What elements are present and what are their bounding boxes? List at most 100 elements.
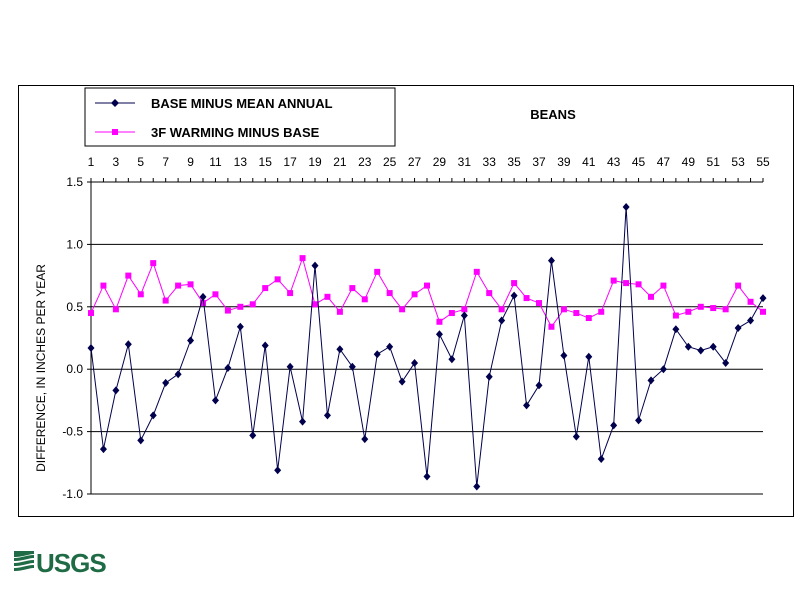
usgs-logo: USGS bbox=[12, 545, 108, 582]
data-point-base bbox=[473, 482, 481, 491]
data-point-base bbox=[684, 342, 692, 351]
data-point-base bbox=[211, 396, 219, 405]
data-point-base bbox=[597, 455, 605, 464]
chart-frame: -1.0 -0.5 0.0 0.5 1.0 1.5 1 3 5 7 9 11 13 15 17 19 21 23 2… bbox=[18, 85, 794, 517]
x-tick-label: 19 bbox=[308, 155, 322, 169]
data-point-warming bbox=[610, 277, 617, 284]
x-tick-label: 45 bbox=[632, 155, 646, 169]
data-point-base bbox=[622, 202, 630, 211]
data-point-warming bbox=[287, 290, 294, 297]
x-tick-label: 5 bbox=[137, 155, 144, 169]
data-point-warming bbox=[672, 312, 679, 319]
data-point-base bbox=[174, 370, 182, 379]
data-point-base bbox=[647, 376, 655, 385]
data-point-base bbox=[747, 316, 755, 325]
data-point-warming bbox=[274, 276, 281, 283]
x-tick-label: 29 bbox=[433, 155, 447, 169]
data-point-base bbox=[299, 417, 307, 426]
data-point-base bbox=[585, 352, 593, 361]
data-point-warming bbox=[324, 293, 331, 300]
data-point-warming bbox=[548, 323, 555, 330]
data-point-warming bbox=[473, 268, 480, 275]
data-point-base bbox=[87, 343, 95, 352]
data-point-base bbox=[261, 341, 269, 350]
x-tick-label: 7 bbox=[162, 155, 169, 169]
x-tick-label: 13 bbox=[234, 155, 248, 169]
x-tick-label: 35 bbox=[507, 155, 521, 169]
data-point-base bbox=[286, 362, 294, 371]
data-point-base bbox=[99, 445, 107, 454]
data-point-warming bbox=[747, 298, 754, 305]
data-point-base bbox=[224, 363, 232, 372]
data-point-base bbox=[759, 294, 767, 303]
data-point-base bbox=[672, 325, 680, 334]
x-tick-label: 15 bbox=[259, 155, 273, 169]
series-layer bbox=[87, 202, 767, 491]
data-point-warming bbox=[399, 306, 406, 313]
series-line-base bbox=[90, 206, 764, 487]
data-point-base bbox=[498, 316, 506, 325]
x-tick-label: 39 bbox=[557, 155, 571, 169]
data-point-base bbox=[348, 362, 356, 371]
data-point-base bbox=[435, 330, 443, 339]
data-point-warming bbox=[648, 293, 654, 300]
data-point-base bbox=[547, 256, 555, 265]
data-point-warming bbox=[685, 308, 692, 315]
x-tick-label: 11 bbox=[209, 155, 222, 169]
data-point-base bbox=[274, 466, 282, 475]
data-point-warming bbox=[585, 315, 592, 322]
legend-marker-base bbox=[111, 99, 119, 107]
data-point-warming bbox=[523, 295, 530, 302]
data-point-warming bbox=[150, 260, 157, 267]
data-point-warming bbox=[722, 306, 729, 313]
data-point-warming bbox=[386, 290, 393, 297]
x-tick-label: 21 bbox=[333, 155, 347, 169]
data-point-base bbox=[112, 386, 120, 395]
data-point-base bbox=[659, 365, 667, 374]
series-line-warming bbox=[90, 256, 764, 328]
data-point-base bbox=[722, 358, 730, 367]
data-point-base bbox=[460, 311, 468, 320]
legend: BASE MINUS MEAN ANNUAL 3F WARMING MINUS … bbox=[84, 87, 396, 147]
x-tick-label: 53 bbox=[731, 155, 745, 169]
y-axis-label: DIFFERENCE, IN INCHES PER YEAR bbox=[34, 264, 48, 472]
x-tick-label: 47 bbox=[657, 155, 671, 169]
x-tick-label: 51 bbox=[707, 155, 721, 169]
x-tick-label: 31 bbox=[458, 155, 472, 169]
data-point-warming bbox=[88, 310, 94, 317]
data-point-warming bbox=[573, 310, 580, 317]
data-point-warming bbox=[461, 306, 468, 313]
x-tick-label: 49 bbox=[682, 155, 696, 169]
data-point-base bbox=[535, 381, 543, 390]
data-point-warming bbox=[361, 296, 368, 303]
data-point-base bbox=[610, 421, 618, 430]
data-point-base bbox=[361, 435, 369, 444]
x-tick-label: 23 bbox=[358, 155, 372, 169]
data-point-base bbox=[162, 378, 170, 387]
data-point-warming bbox=[175, 282, 182, 289]
data-point-warming bbox=[635, 281, 642, 288]
data-point-base bbox=[423, 472, 431, 481]
x-tick-label: 37 bbox=[532, 155, 546, 169]
y-tick-label: 1.0 bbox=[66, 237, 83, 251]
data-point-warming bbox=[187, 281, 194, 288]
data-point-warming bbox=[448, 310, 455, 317]
x-tick-label: 9 bbox=[187, 155, 194, 169]
data-point-base bbox=[510, 291, 518, 300]
data-point-base bbox=[709, 342, 717, 351]
x-tick-label: 33 bbox=[483, 155, 497, 169]
data-point-warming bbox=[112, 306, 119, 313]
data-point-warming bbox=[411, 291, 418, 298]
data-point-warming bbox=[498, 306, 505, 313]
y-tick-label: -0.5 bbox=[62, 425, 83, 439]
x-tick-label: 17 bbox=[283, 155, 297, 169]
data-point-warming bbox=[735, 282, 742, 289]
x-tick-label: 27 bbox=[408, 155, 422, 169]
data-point-warming bbox=[697, 303, 704, 310]
data-point-warming bbox=[560, 306, 567, 313]
x-tick-label: 55 bbox=[756, 155, 770, 169]
data-point-base bbox=[149, 411, 157, 420]
data-point-warming bbox=[162, 297, 169, 304]
data-point-warming bbox=[424, 282, 430, 289]
x-tick-label: 25 bbox=[383, 155, 397, 169]
